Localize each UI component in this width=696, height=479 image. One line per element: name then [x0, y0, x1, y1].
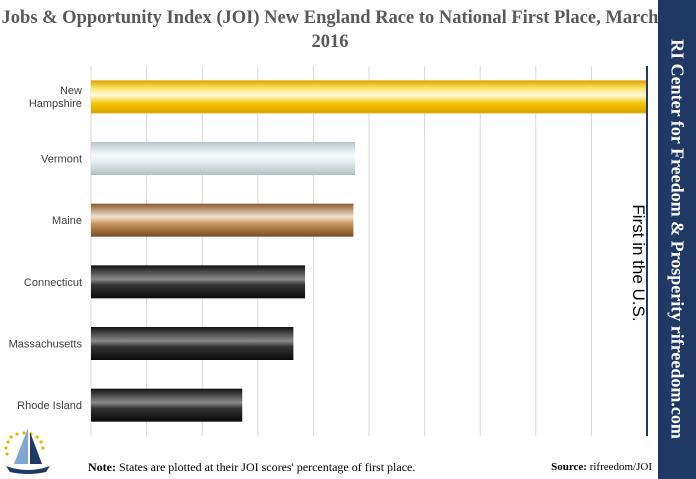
category-label: New Hampshire	[29, 85, 82, 110]
first-place-annotation: First in the U.S.	[629, 204, 648, 321]
side-banner-text: RI Center for Freedom & Prosperity rifre…	[667, 39, 688, 439]
footer-source-label: Source:	[551, 461, 587, 473]
footer-source-text: rifreedom/JOI	[586, 461, 652, 473]
sailboat-logo-icon	[4, 428, 50, 474]
chart-bars	[91, 80, 647, 422]
chart-category-labels: New Hampshire Vermont Maine Connecticut Massa…	[9, 85, 83, 412]
footer-note: Note: States are plotted at their JOI sc…	[88, 460, 415, 475]
side-banner: RI Center for Freedom & Prosperity rifre…	[658, 0, 696, 479]
category-label: Massachusetts	[9, 339, 83, 351]
category-label-line: New	[60, 85, 82, 97]
category-label: Rhode Island	[17, 400, 82, 412]
bar-maine	[91, 203, 354, 237]
category-label: Vermont	[41, 154, 82, 166]
bar-massachusetts	[91, 327, 294, 360]
chart-title: Jobs & Opportunity Index (JOI) New Engla…	[1, 8, 659, 52]
footer-note-label: Note:	[88, 460, 116, 474]
footer-note-text: States are plotted at their JOI scores' …	[115, 460, 416, 474]
bar-connecticut	[91, 265, 306, 299]
category-label: Connecticut	[24, 277, 82, 289]
chart-gridlines	[90, 66, 648, 436]
bar-vermont	[91, 142, 356, 175]
bar-new-hampshire	[91, 80, 647, 114]
footer-source: Source: rifreedom/JOI	[551, 461, 652, 473]
bar-rhode-island	[91, 388, 243, 422]
category-label-line: Hampshire	[29, 98, 82, 110]
bar-chart: New Hampshire Vermont Maine Connecticut Massa…	[9, 66, 648, 436]
category-label: Maine	[52, 215, 82, 227]
